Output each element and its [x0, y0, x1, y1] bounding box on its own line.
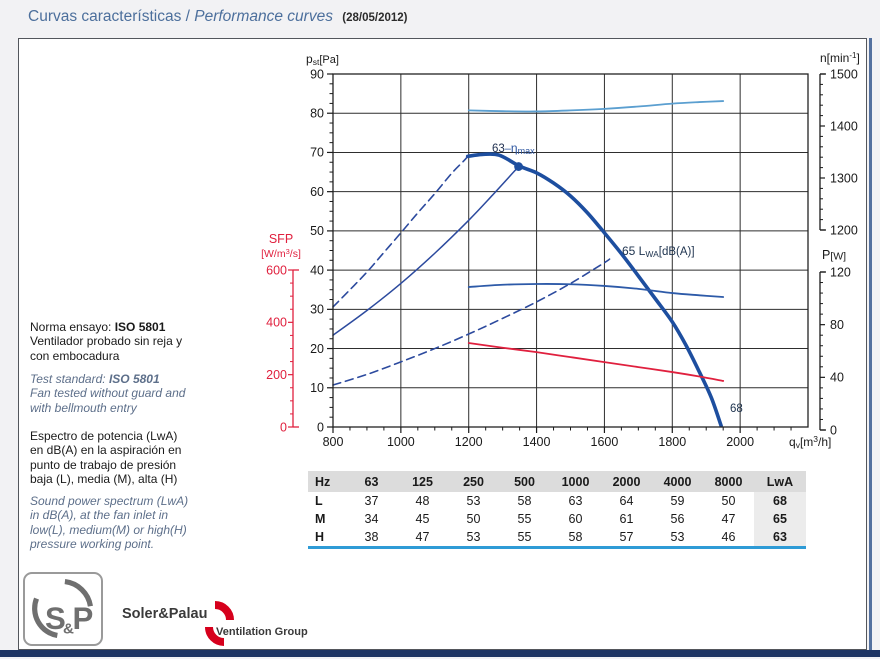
table-row: L 37 48 53 58 63 64 59 50 68: [308, 492, 806, 510]
table-cell: 48: [415, 494, 430, 508]
note-line: low(L), medium(M) or high(H): [30, 522, 187, 537]
table-cell: 65: [754, 510, 806, 528]
table-cell: 53: [466, 494, 481, 508]
title-spanish: Curvas características: [28, 8, 182, 25]
table-cell: 55: [517, 530, 532, 544]
note-line: Sound power spectrum (LwA): [30, 494, 189, 508]
table-row: H 38 47 53 55 58 57 53 46 63: [308, 528, 806, 548]
sound-spectrum-table: Hz 63 125 250 500 1000 2000 4000 8000 LwA L 37 48 53…: [308, 471, 806, 549]
table-cell: 68: [754, 492, 806, 510]
table-header-cell: 2000: [601, 471, 652, 492]
note-line: Espectro de potencia (LwA): [30, 429, 178, 443]
table-cell: 61: [619, 512, 634, 526]
sp-logo-icon: S&P: [32, 578, 94, 639]
swoosh-arc-top: [214, 601, 234, 621]
note-norma-ensayo: Norma ensayo: ISO 5801 Ventilador probad…: [30, 320, 265, 363]
note-line: Ventilador probado sin reja y: [30, 334, 183, 349]
table-header-cell: 250: [448, 471, 499, 492]
sp-logo: S&P: [23, 572, 103, 646]
table-header-cell: 63: [346, 471, 397, 492]
table-cell: 46: [721, 530, 736, 544]
brand-group: Ventilation Group: [216, 626, 308, 638]
brand-name: Soler&Palau: [122, 606, 208, 622]
table-cell: 60: [568, 512, 583, 526]
note-test-standard: Test standard: ISO 5801 Fan tested witho…: [30, 372, 265, 415]
logo-arc-bottom: [32, 597, 58, 639]
table-cell: 56: [670, 512, 685, 526]
table-head: Hz 63 125 250 500 1000 2000 4000 8000 LwA: [308, 471, 806, 492]
table-header-cell: 500: [499, 471, 550, 492]
table-cell: H: [315, 530, 325, 544]
sp-logo-text: S&P: [45, 601, 93, 638]
table-cell: 63: [568, 494, 583, 508]
table-header-cell: LwA: [754, 471, 806, 492]
table-cell: 59: [670, 494, 685, 508]
sound-spectrum-table-wrap: Hz 63 125 250 500 1000 2000 4000 8000 LwA L 37 48 53…: [308, 471, 806, 549]
swoosh-arc-bottom: [205, 626, 225, 646]
table-cell: 63: [754, 528, 806, 548]
page-title: Curvas características / Performance cur…: [28, 8, 407, 26]
table-cell: 50: [466, 512, 481, 526]
note-line: baja (L), media (M), alta (H): [30, 471, 178, 486]
table-cell: 50: [721, 494, 736, 508]
title-separator: /: [181, 8, 195, 25]
table-cell: M: [315, 512, 326, 526]
table-cell: 53: [670, 530, 685, 544]
table-body: L 37 48 53 58 63 64 59 50 68 M 34 45 50 55 60 61 56 47 65 H 3…: [308, 492, 806, 548]
note-line: Norma ensayo: ISO 5801: [30, 320, 166, 334]
table-header-cell: 125: [397, 471, 448, 492]
note-line: Test standard: ISO 5801: [30, 372, 160, 386]
table-cell: 57: [619, 530, 634, 544]
table-row: M 34 45 50 55 60 61 56 47 65: [308, 510, 806, 528]
table-cell: 34: [364, 512, 379, 526]
title-date: (28/05/2012): [342, 12, 408, 24]
table-cell: 58: [517, 494, 532, 508]
note-line: pressure working point.: [30, 536, 155, 551]
table-header-cell: 1000: [550, 471, 601, 492]
note-line: punto de trabajo de presión: [30, 457, 177, 472]
note-sound-power: Sound power spectrum (LwA) in dB(A), at …: [30, 494, 265, 551]
note-line: in dB(A), at the fan inlet in: [30, 508, 169, 523]
table-cell: 53: [466, 530, 481, 544]
note-line: en dB(A) en la aspiración en: [30, 443, 182, 458]
table-cell: 38: [364, 530, 379, 544]
table-cell: 58: [568, 530, 583, 544]
table-cell: 64: [619, 494, 634, 508]
table-header-cell: 8000: [703, 471, 754, 492]
frame-right-accent: [869, 38, 872, 650]
table-cell: 37: [364, 494, 379, 508]
table-cell: 55: [517, 512, 532, 526]
title-english: Performance curves: [194, 8, 333, 25]
brand-swoosh-icon: [205, 601, 234, 646]
table-header-cell: 4000: [652, 471, 703, 492]
table-cell: L: [315, 494, 323, 508]
table-cell: 47: [415, 530, 430, 544]
note-line: con embocadura: [30, 348, 120, 363]
table-header-hz: Hz: [308, 471, 346, 492]
logo-arc-top: [64, 578, 94, 607]
note-espectro: Espectro de potencia (LwA) en dB(A) en l…: [30, 429, 265, 486]
table-cell: 45: [415, 512, 430, 526]
bottom-bar: [0, 650, 880, 657]
table-cell: 47: [721, 512, 736, 526]
note-line: Fan tested without guard and: [30, 386, 186, 401]
note-line: with bellmouth entry: [30, 400, 137, 415]
